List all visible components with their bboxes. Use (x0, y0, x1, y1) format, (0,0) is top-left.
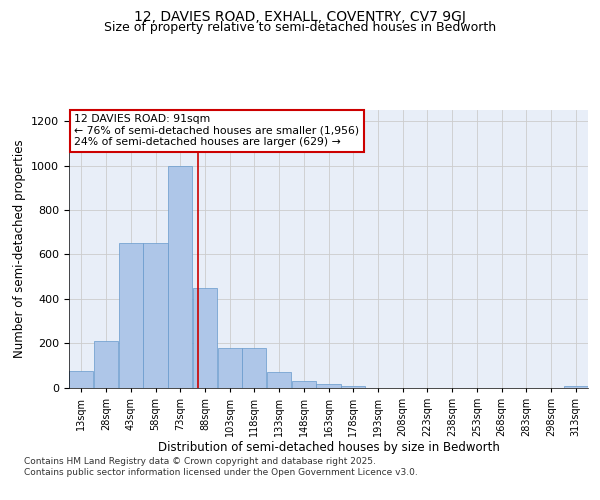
Bar (193, 288, 217, 388)
Bar (242, 348, 266, 388)
Bar (316, 384, 341, 388)
Bar (218, 348, 242, 388)
Bar (69, 371, 94, 388)
Text: 12 DAVIES ROAD: 91sqm
← 76% of semi-detached houses are smaller (1,956)
24% of s: 12 DAVIES ROAD: 91sqm ← 76% of semi-deta… (74, 114, 359, 148)
Y-axis label: Number of semi-detached properties: Number of semi-detached properties (13, 140, 26, 358)
Bar (563, 386, 588, 388)
X-axis label: Distribution of semi-detached houses by size in Bedworth: Distribution of semi-detached houses by … (158, 442, 499, 454)
Bar (267, 372, 291, 388)
Bar (119, 243, 143, 388)
Bar (94, 341, 118, 388)
Bar (168, 166, 193, 388)
Text: 12, DAVIES ROAD, EXHALL, COVENTRY, CV7 9GJ: 12, DAVIES ROAD, EXHALL, COVENTRY, CV7 9… (134, 10, 466, 24)
Bar (341, 386, 365, 388)
Text: Contains HM Land Registry data © Crown copyright and database right 2025.
Contai: Contains HM Land Registry data © Crown c… (24, 458, 418, 477)
Text: Size of property relative to semi-detached houses in Bedworth: Size of property relative to semi-detach… (104, 21, 496, 34)
Bar (292, 381, 316, 388)
Bar (143, 243, 167, 388)
